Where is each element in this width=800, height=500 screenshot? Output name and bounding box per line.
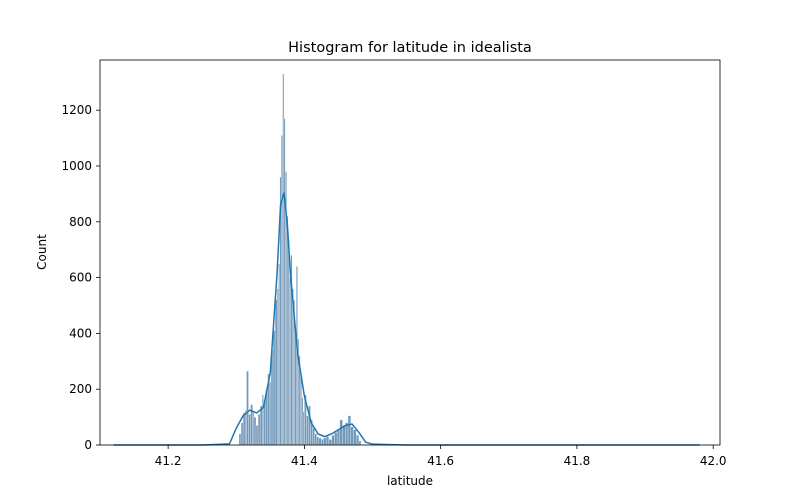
histogram-bar — [246, 370, 249, 446]
histogram-bar — [328, 439, 332, 446]
histogram-bar — [278, 263, 281, 446]
histogram-bar — [242, 412, 246, 446]
y-tick-label: 400 — [69, 326, 92, 340]
histogram-bar — [321, 439, 324, 446]
histogram-bar — [306, 415, 309, 446]
y-tick-label: 800 — [69, 215, 92, 229]
histogram-bar — [272, 330, 276, 446]
histogram-bar — [334, 432, 338, 446]
histogram-bar — [253, 416, 257, 446]
histogram-bar — [244, 409, 247, 446]
y-tick-label: 1000 — [61, 159, 92, 173]
histogram-bar — [255, 425, 259, 446]
histogram-bar — [287, 238, 290, 446]
histogram-bar — [301, 397, 304, 446]
x-tick-label: 42.0 — [700, 454, 727, 468]
x-tick-label: 41.8 — [564, 454, 591, 468]
y-tick-label: 1200 — [61, 103, 92, 117]
y-tick-label: 0 — [84, 438, 92, 452]
histogram-bar — [294, 327, 297, 446]
histogram-bar — [276, 288, 279, 446]
histogram-bar — [314, 433, 317, 446]
histogram-bar — [336, 429, 340, 446]
histogram-bar — [283, 118, 286, 446]
histogram-bar — [269, 382, 272, 446]
histogram-bar — [257, 414, 261, 446]
histogram-bar — [316, 436, 319, 446]
y-tick-label: 600 — [69, 271, 92, 285]
histogram-bar — [240, 422, 244, 446]
histogram-bar — [286, 216, 289, 446]
histogram-bar — [358, 440, 362, 446]
x-tick-label: 41.6 — [427, 454, 454, 468]
histogram-bar — [312, 428, 315, 446]
x-axis-label: latitude — [387, 474, 433, 488]
x-tick-label: 41.4 — [291, 454, 318, 468]
histogram-bar — [326, 436, 330, 446]
histogram-bar — [262, 394, 264, 446]
y-tick-label: 200 — [69, 382, 92, 396]
histogram-bar — [259, 405, 263, 446]
histogram-bar — [350, 426, 354, 446]
histogram-bar — [248, 414, 251, 446]
histogram-bar — [289, 277, 291, 446]
y-axis-label: Count — [35, 234, 49, 270]
histogram-bar — [252, 411, 255, 446]
histogram-bar — [353, 429, 357, 446]
histogram-bar — [302, 411, 305, 446]
histogram-bar — [339, 419, 343, 446]
histogram-bar — [331, 435, 335, 446]
x-axis-ticks: 41.2 41.4 41.6 41.8 42.0 — [155, 445, 727, 468]
histogram-bar — [300, 375, 302, 446]
histogram-bar — [282, 73, 285, 446]
y-axis-ticks: 0 200 400 600 800 1000 1200 — [61, 103, 100, 452]
histogram-bar — [274, 299, 278, 446]
chart-title: Histogram for latitude in idealista — [288, 40, 532, 56]
histogram-bar — [281, 135, 283, 446]
kde-line — [113, 192, 700, 446]
histogram-bar — [356, 435, 360, 446]
histogram-bar — [342, 425, 346, 446]
x-tick-label: 41.2 — [155, 454, 182, 468]
plot-area-frame — [99, 59, 721, 446]
histogram-bar — [347, 415, 351, 446]
histogram-bar — [238, 433, 242, 446]
histogram-bar — [318, 437, 322, 446]
histogram-bar — [323, 437, 327, 446]
